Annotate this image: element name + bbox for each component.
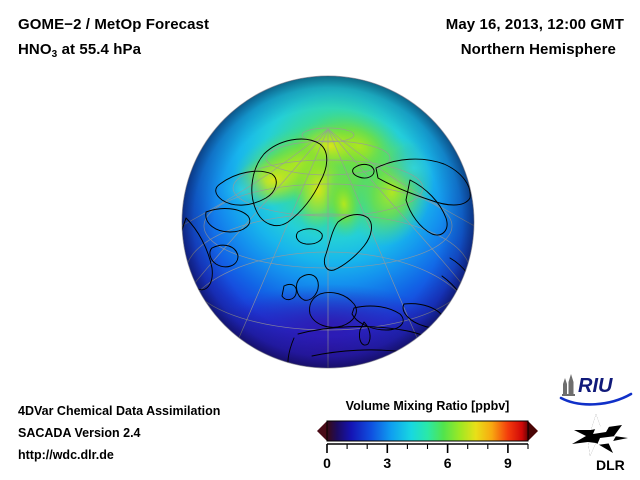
colorbar-extend-low — [317, 421, 327, 441]
colorbar-gradient — [326, 420, 529, 442]
hemisphere-label: Northern Hemisphere — [460, 41, 616, 58]
footer-credits: 4DVar Chemical Data Assimilation SACADA … — [18, 400, 308, 466]
colorbar-svg: 0 3 6 9 — [317, 420, 538, 471]
orthographic-projection-svg — [181, 75, 475, 369]
globe-limb-shading — [182, 76, 474, 368]
globe-field — [182, 76, 474, 368]
colorbar-tick-label: 6 — [444, 455, 452, 471]
globe-outline — [181, 75, 475, 369]
species-level-title: HNO3 at 55.4 hPa — [18, 37, 348, 64]
colorbar-title: Volume Mixing Ratio [ppbv] — [345, 399, 510, 413]
dlr-logo: DLR — [572, 414, 628, 473]
version-label: SACADA Version 2.4 — [18, 426, 141, 440]
species-label: HNO — [18, 41, 52, 58]
header-right: May 16, 2013, 12:00 GMT Northern Hemisph… — [294, 12, 624, 62]
datetime-label: May 16, 2013, 12:00 GMT — [445, 16, 624, 33]
riu-cathedral-icon — [562, 374, 575, 396]
riu-wordmark: RIU — [578, 375, 613, 397]
colorbar-tick-label: 0 — [323, 455, 331, 471]
instrument-title: GOME−2 / MetOp Forecast — [18, 16, 210, 33]
species-subscript: 3 — [51, 49, 58, 60]
colorbar-ticks — [326, 444, 529, 453]
dlr-wordmark: DLR — [596, 457, 625, 473]
assimilation-label: 4DVar Chemical Data Assimilation — [18, 404, 221, 418]
pressure-level-label: at 55.4 hPa — [57, 41, 142, 58]
colorbar-extend-high — [528, 421, 538, 441]
colorbar-tick-labels: 0 3 6 9 — [323, 455, 512, 471]
website-url[interactable]: http://wdc.dlr.de — [18, 448, 114, 462]
colorbar-tick-label: 9 — [504, 455, 512, 471]
dlr-emblem-icon — [572, 414, 628, 456]
colorbar: Volume Mixing Ratio [ppbv] 0 3 6 9 — [305, 398, 550, 472]
header-left: GOME−2 / MetOp Forecast HNO3 at 55.4 hPa — [18, 12, 348, 64]
riu-logo: RIU — [559, 374, 633, 406]
riu-swoosh — [559, 392, 633, 406]
globe-map — [178, 72, 478, 372]
colorbar-tick-label: 3 — [383, 455, 391, 471]
